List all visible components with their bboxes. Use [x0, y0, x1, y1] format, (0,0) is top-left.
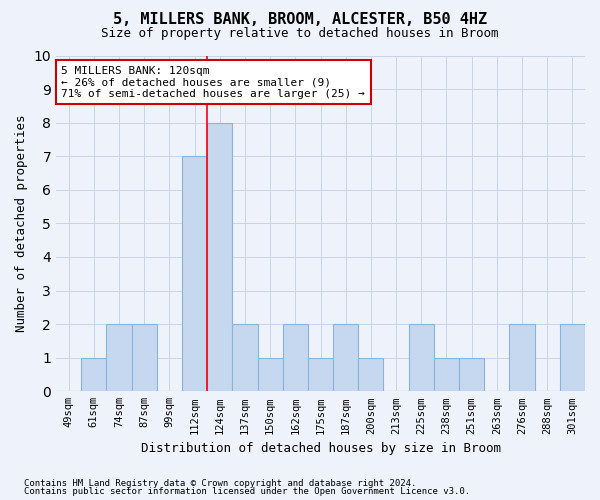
X-axis label: Distribution of detached houses by size in Broom: Distribution of detached houses by size …	[140, 442, 500, 455]
Text: Size of property relative to detached houses in Broom: Size of property relative to detached ho…	[101, 28, 499, 40]
Bar	[232, 324, 257, 392]
Bar	[131, 324, 157, 392]
Bar	[333, 324, 358, 392]
Bar	[257, 358, 283, 392]
Bar	[182, 156, 207, 392]
Bar	[283, 324, 308, 392]
Text: 5 MILLERS BANK: 120sqm
← 26% of detached houses are smaller (9)
71% of semi-deta: 5 MILLERS BANK: 120sqm ← 26% of detached…	[61, 66, 365, 99]
Text: 5, MILLERS BANK, BROOM, ALCESTER, B50 4HZ: 5, MILLERS BANK, BROOM, ALCESTER, B50 4H…	[113, 12, 487, 28]
Text: Contains public sector information licensed under the Open Government Licence v3: Contains public sector information licen…	[24, 487, 470, 496]
Bar	[434, 358, 459, 392]
Y-axis label: Number of detached properties: Number of detached properties	[15, 114, 28, 332]
Bar	[409, 324, 434, 392]
Bar	[560, 324, 585, 392]
Bar	[459, 358, 484, 392]
Text: Contains HM Land Registry data © Crown copyright and database right 2024.: Contains HM Land Registry data © Crown c…	[24, 478, 416, 488]
Bar	[358, 358, 383, 392]
Bar	[81, 358, 106, 392]
Bar	[509, 324, 535, 392]
Bar	[207, 122, 232, 392]
Bar	[106, 324, 131, 392]
Bar	[308, 358, 333, 392]
